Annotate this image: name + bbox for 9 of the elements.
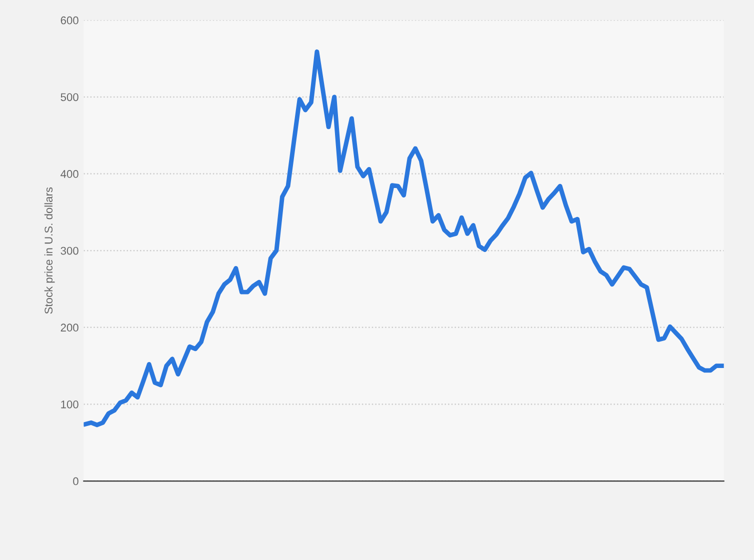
- y-tick-label: 400: [60, 170, 78, 178]
- y-axis-title: Stock price in U.S. dollars: [44, 187, 55, 314]
- y-tick-label: 200: [60, 324, 78, 332]
- y-tick-label: 600: [60, 16, 78, 24]
- line-series: [84, 49, 724, 428]
- y-tick-label: 100: [61, 400, 78, 408]
- y-tick-label: 300: [60, 246, 78, 255]
- y-tick-label: 0: [73, 477, 78, 486]
- y-tick-label: 500: [60, 93, 78, 102]
